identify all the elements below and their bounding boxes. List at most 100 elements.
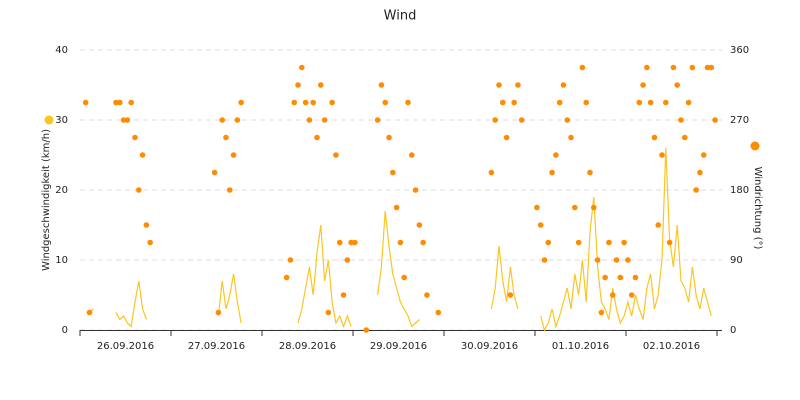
direction-point [117,99,123,106]
direction-point [534,204,540,211]
direction-point [405,99,411,106]
direction-point [390,169,396,176]
direction-point [632,274,639,281]
direction-point [678,117,684,123]
y-tick-label: 10 [55,255,68,266]
direction-point [386,134,392,141]
direction-point [408,152,415,158]
direction-point [712,117,718,123]
speed-line [490,245,519,310]
x-tick-label: 27.09.2016 [188,341,245,352]
direction-point [143,222,150,228]
direction-point [556,99,563,106]
direction-point [651,134,658,141]
direction-point [518,117,525,123]
direction-point [617,274,624,281]
direction-point [587,169,593,176]
direction-point [219,117,225,123]
direction-point [352,239,358,246]
direction-point [393,204,400,211]
direction-point [435,309,442,316]
direction-point [306,117,313,123]
y2-tick-label: 270 [730,115,749,126]
direction-point [230,152,237,158]
direction-point [602,274,608,281]
direction-point [575,239,582,246]
direction-point [234,117,241,123]
direction-point [287,257,294,263]
direction-point [583,99,589,106]
direction-point [590,204,597,211]
direction-point [139,152,146,158]
direction-point [333,152,339,158]
direction-point [621,239,627,246]
direction-point [128,99,134,106]
direction-point [655,222,662,228]
direction-point [594,257,601,263]
direction-point [681,134,688,141]
direction-point [647,99,654,106]
direction-point [689,64,696,71]
direction-point [511,99,517,106]
direction-point [325,309,332,316]
direction-point [640,82,646,88]
direction-point [420,239,426,246]
direction-point [412,187,419,193]
direction-point [299,64,305,71]
chart-title: Wind [384,9,417,24]
direction-point [545,239,552,246]
direction-point [625,257,631,263]
speed-line [217,273,242,324]
direction-point [496,82,502,88]
direction-point [336,239,343,246]
x-tick-label: 30.09.2016 [461,341,518,352]
direction-point [541,257,548,263]
y-tick-label: 0 [62,325,68,336]
direction-point [553,152,559,158]
direction-point [378,82,385,88]
direction-point [598,309,605,316]
direction-point [503,134,510,141]
direction-point [291,99,298,106]
direction-point [572,204,578,211]
direction-point [416,222,423,228]
y-tick-label: 30 [55,115,68,126]
direction-point [693,187,699,193]
direction-point [223,134,229,141]
direction-point [579,64,586,71]
direction-point [397,239,404,246]
direction-point [560,82,567,88]
direction-point [424,292,430,298]
direction-point [226,187,233,193]
direction-point [628,292,635,298]
direction-point [317,82,324,88]
y2-tick-label: 180 [730,185,749,196]
direction-point [211,169,218,176]
legend-marker [44,115,54,125]
direction-point [708,64,715,71]
direction-point [488,169,495,176]
direction-point [666,239,673,246]
direction-point [492,117,498,123]
y2-axis-title: Windrichtung (°) [752,167,763,250]
direction-point [697,169,703,176]
direction-point [340,292,347,298]
direction-point [314,134,320,141]
direction-point [568,134,574,141]
direction-point [82,99,89,106]
x-tick-label: 26.09.2016 [97,341,154,352]
direction-point [329,99,335,106]
direction-point [135,187,142,193]
legend-marker [750,141,760,151]
y-tick-label: 20 [55,185,68,196]
direction-point [609,292,616,298]
direction-point [238,99,244,106]
direction-point [537,222,544,228]
y-tick-label: 40 [55,45,68,56]
speed-line [540,147,712,332]
direction-point [636,99,643,106]
y-axis-title: Windgeschwindigkeit (km/h) [41,129,52,271]
x-tick-label: 29.09.2016 [370,341,427,352]
direction-point [674,82,680,88]
